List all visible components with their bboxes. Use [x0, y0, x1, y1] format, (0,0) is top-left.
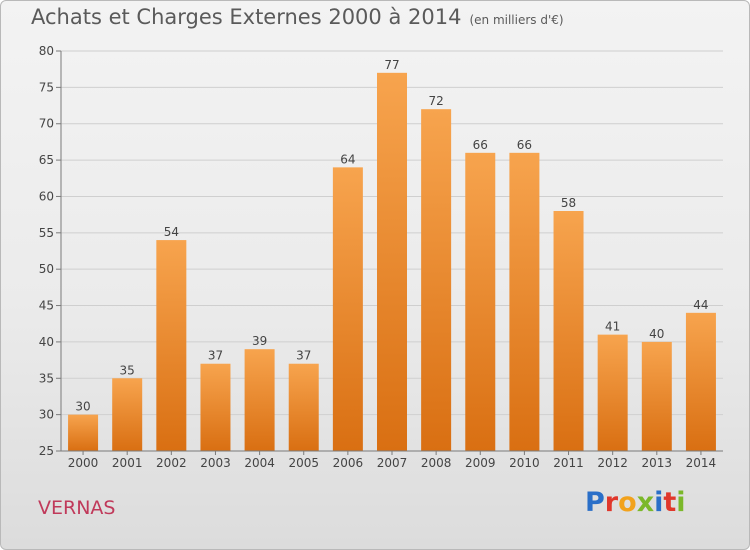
bar-2014 [685, 312, 716, 451]
x-tick-label: 2010 [509, 456, 540, 470]
value-label: 39 [252, 334, 267, 348]
y-tick-label: 70 [39, 117, 54, 131]
value-label: 64 [340, 152, 355, 166]
y-tick-label: 30 [39, 408, 54, 422]
logo-letter: i [654, 487, 664, 518]
y-tick-label: 50 [39, 262, 54, 276]
x-tick-label: 2012 [597, 456, 628, 470]
axes: 25 30 35 40 45 50 55 60 65 70 75 80 2000 2001 2002 2003… [39, 44, 723, 470]
y-tick-label: 40 [39, 335, 54, 349]
logo-letter: t [663, 487, 677, 518]
bar-2010 [509, 152, 540, 451]
bar-2013 [641, 341, 672, 451]
value-label: 66 [517, 138, 532, 152]
x-tick-label: 2001 [112, 456, 143, 470]
value-label: 77 [384, 58, 399, 72]
bar-2012 [597, 334, 628, 451]
bar-2006 [332, 167, 363, 451]
bar-2005 [288, 363, 319, 451]
value-label: 41 [605, 320, 620, 334]
x-tick-label: 2002 [156, 456, 187, 470]
bar-2000 [68, 414, 99, 451]
data-labels: 30 35 54 37 39 37 64 77 72 66 66 58 41 40 44 [75, 58, 708, 414]
x-tick-label: 2000 [68, 456, 99, 470]
value-label: 66 [473, 138, 488, 152]
x-tick-label: 2014 [686, 456, 717, 470]
y-tick-label: 35 [39, 371, 54, 385]
bars [68, 72, 716, 452]
value-label: 40 [649, 327, 664, 341]
x-tick-label: 2009 [465, 456, 496, 470]
y-tick-label: 75 [39, 80, 54, 94]
bar-2001 [112, 378, 143, 451]
logo-letter: P [585, 487, 605, 518]
value-label: 54 [164, 225, 179, 239]
value-label: 37 [208, 349, 223, 363]
bar-2007 [377, 72, 407, 452]
x-tick-label: 2007 [377, 456, 408, 470]
y-tick-label: 60 [39, 189, 54, 203]
y-tick-label: 55 [39, 226, 54, 240]
chart-unit-label: (en milliers d'€) [469, 13, 564, 27]
bar-2004 [244, 349, 275, 451]
x-tick-label: 2004 [244, 456, 275, 470]
bar-2002 [156, 240, 187, 451]
value-label: 72 [428, 94, 443, 108]
y-tick-label: 25 [39, 444, 54, 458]
logo-letter: i [676, 487, 686, 518]
logo-letter: x [636, 487, 655, 518]
logo-letter: r [604, 487, 619, 518]
bar-2008 [421, 109, 452, 451]
x-tick-label: 2008 [421, 456, 452, 470]
value-label: 35 [120, 363, 135, 377]
x-tick-label: 2005 [288, 456, 319, 470]
value-label: 58 [561, 196, 576, 210]
bar-2011 [553, 211, 584, 451]
chart-title-text: Achats et Charges Externes 2000 à 2014 [31, 5, 462, 29]
y-tick-label: 80 [39, 44, 54, 58]
chart-title: Achats et Charges Externes 2000 à 2014 (e… [31, 5, 564, 29]
y-tick-label: 65 [39, 153, 54, 167]
x-tick-label: 2013 [642, 456, 673, 470]
logo-letter: o [618, 487, 637, 518]
bar-2003 [200, 363, 231, 451]
city-name: VERNAS [38, 497, 116, 519]
x-tick-label: 2011 [553, 456, 584, 470]
y-tick-label: 45 [39, 299, 54, 313]
value-label: 44 [693, 298, 708, 312]
value-label: 30 [75, 400, 90, 414]
x-tick-label: 2003 [200, 456, 231, 470]
x-tick-label: 2006 [333, 456, 364, 470]
value-label: 37 [296, 349, 311, 363]
bar-2009 [465, 152, 496, 451]
proxiti-logo: Proxiti [585, 487, 686, 518]
